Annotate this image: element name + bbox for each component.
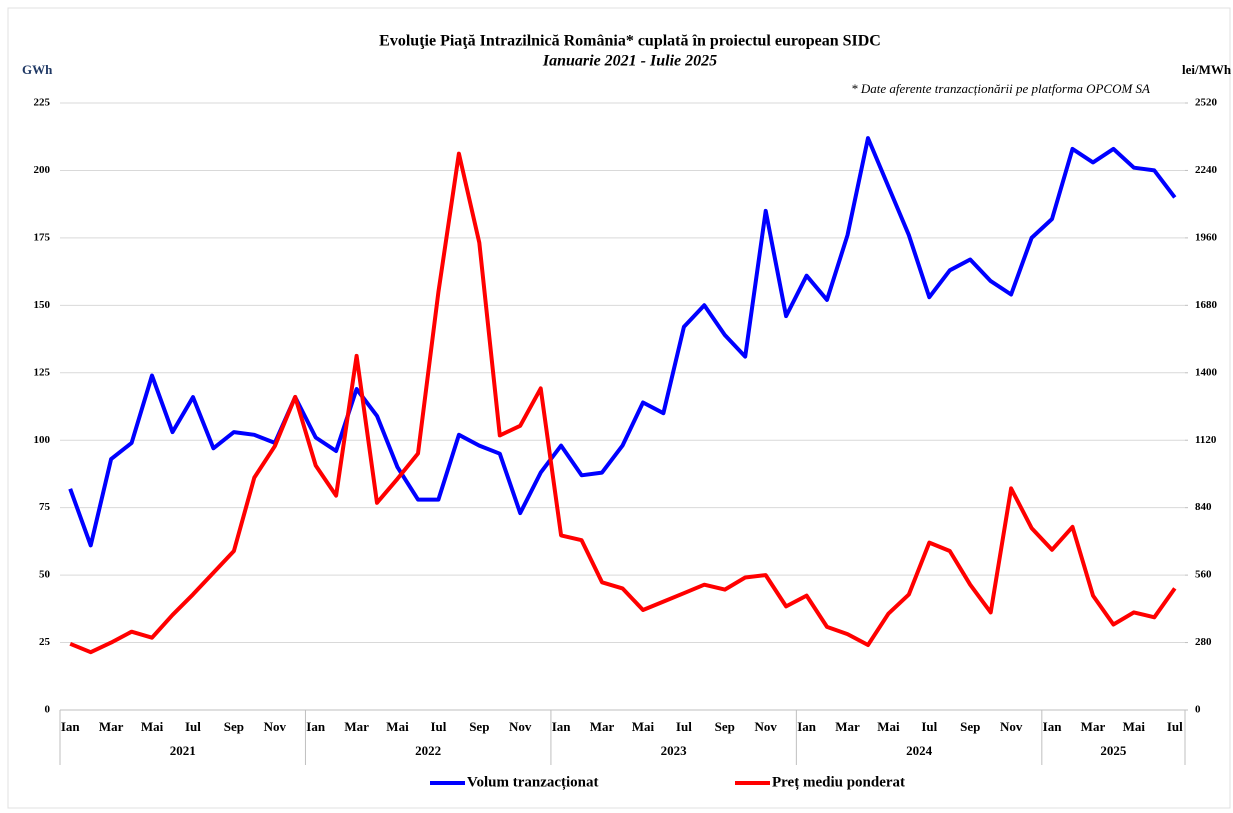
chart-frame [7,7,1231,809]
x-tick-label: Ian [797,719,817,734]
y-tick-label: 125 [34,366,51,378]
y-tick-label: 150 [34,299,51,311]
x-tick-label: Iul [676,719,692,734]
x-group-label: 2022 [415,743,441,758]
y-tick-label: 25 [39,636,51,648]
x-tick-label: Mai [1123,719,1146,734]
x-tick-label: Sep [224,719,244,734]
chart-title: Evoluţie Piaţă Intrazilnică România* cup… [379,33,881,50]
y-tick-label: 200 [34,164,51,176]
y2-tick-label: 2240 [1195,164,1218,176]
y2-tick-label: 2520 [1195,97,1218,109]
x-tick-label: Ian [552,719,572,734]
y2-tick-label: 0 [1195,704,1201,716]
y-tick-label: 100 [34,434,51,446]
x-tick-label: Mar [344,719,369,734]
x-tick-label: Iul [185,719,201,734]
x-group-label: 2025 [1100,743,1127,758]
x-group-label: 2023 [661,743,688,758]
y2-tick-label: 1120 [1195,434,1217,446]
x-group-label: 2021 [170,743,196,758]
y2-tick-label: 280 [1195,636,1212,648]
x-tick-label: Nov [754,719,777,734]
y-tick-label: 225 [34,97,51,109]
x-tick-label: Iul [1167,719,1183,734]
y2-tick-label: 1680 [1195,299,1218,311]
legend-label: Volum tranzacționat [467,774,599,790]
y-tick-label: 175 [34,231,51,243]
y-tick-label: 0 [45,704,51,716]
x-tick-label: Iul [921,719,937,734]
y2-axis-label: lei/MWh [1182,62,1232,77]
x-tick-label: Mai [632,719,655,734]
x-tick-label: Iul [430,719,446,734]
chart-subtitle: Ianuarie 2021 - Iulie 2025 [542,53,717,70]
y-axis-label: GWh [22,62,53,77]
y-tick-label: 50 [39,569,51,581]
x-tick-label: Nov [1000,719,1023,734]
x-tick-label: Ian [306,719,326,734]
y2-tick-label: 840 [1195,501,1212,513]
x-group-label: 2024 [906,743,933,758]
y2-tick-label: 560 [1195,569,1212,581]
x-tick-label: Mai [877,719,900,734]
x-tick-label: Sep [960,719,980,734]
y2-tick-label: 1960 [1195,231,1218,243]
series-line [68,136,1177,548]
legend-label: Preț mediu ponderat [772,774,905,790]
x-tick-label: Sep [469,719,489,734]
x-tick-label: Mar [835,719,860,734]
series-line [69,151,1177,655]
x-tick-label: Nov [509,719,532,734]
x-tick-label: Sep [715,719,735,734]
x-tick-label: Ian [1043,719,1063,734]
y2-tick-label: 1400 [1195,366,1218,378]
x-tick-label: Mai [386,719,409,734]
x-tick-label: Nov [264,719,287,734]
x-tick-label: Mai [141,719,164,734]
x-tick-label: Ian [61,719,81,734]
y-tick-label: 75 [39,501,51,513]
x-tick-label: Mar [590,719,615,734]
x-tick-label: Mar [1081,719,1106,734]
x-tick-label: Mar [99,719,124,734]
chart-note: * Date aferente tranzacționării pe platf… [851,81,1150,96]
